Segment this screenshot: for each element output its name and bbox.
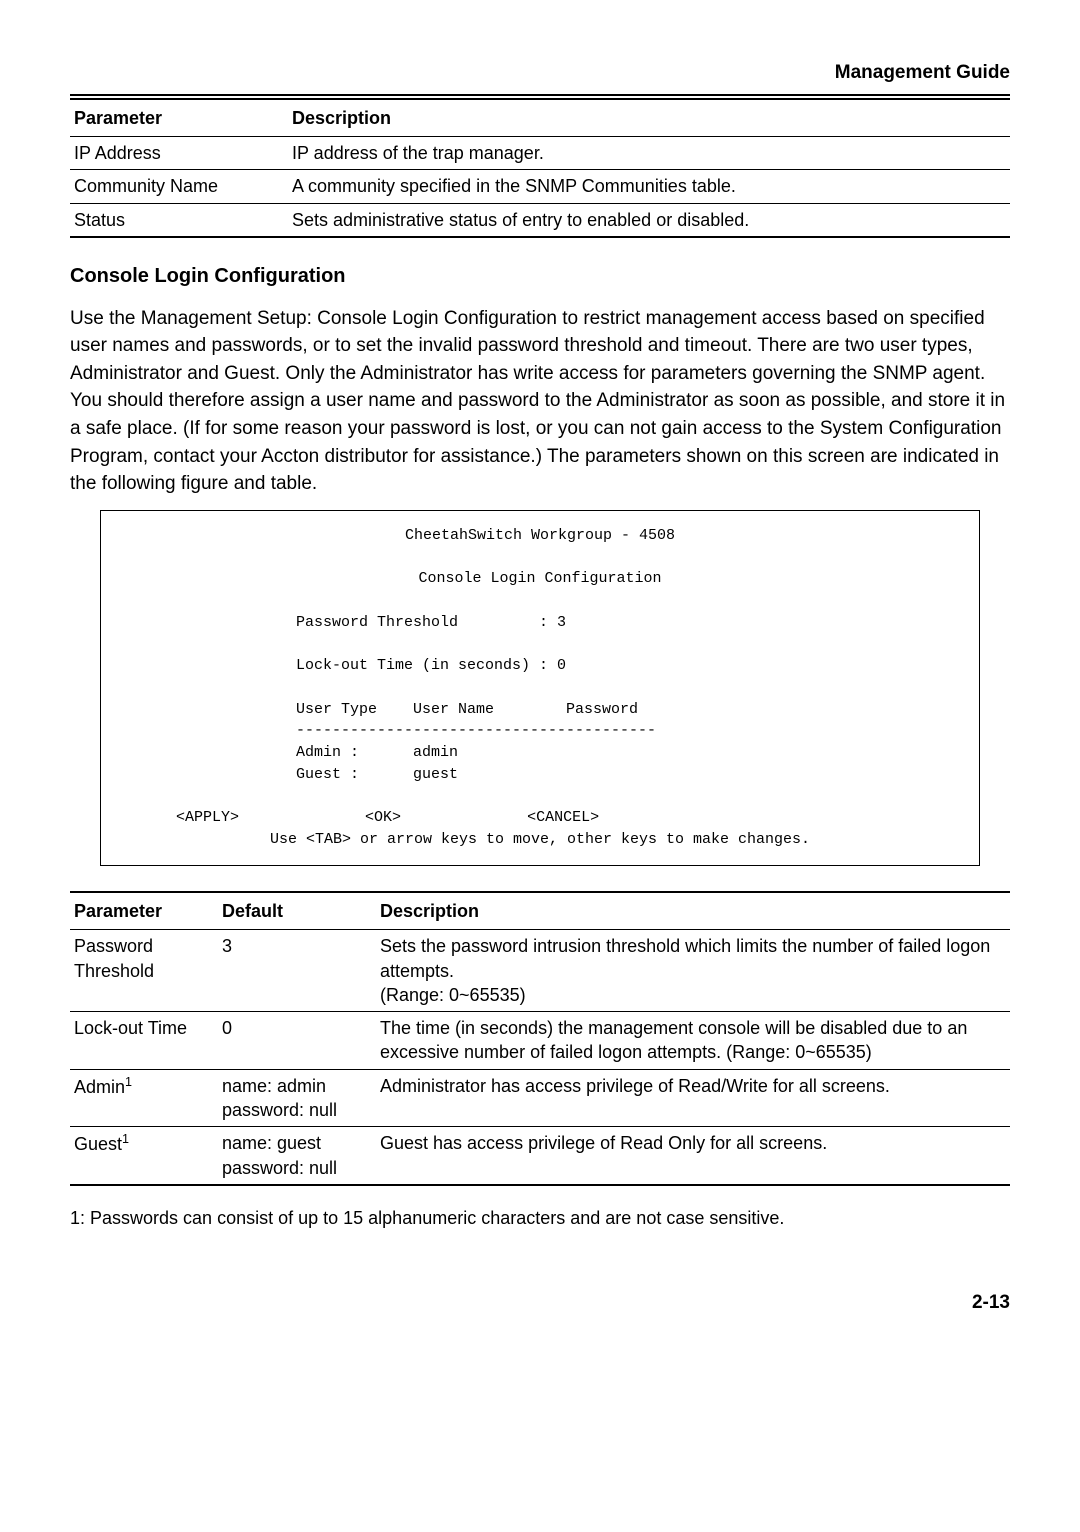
t1-r0c1: IP address of the trap manager. [288,136,1010,169]
t2-r1c0: Lock-out Time [70,1012,218,1070]
t1-r1c1: A community specified in the SNMP Commun… [288,170,1010,203]
page-number: 2-13 [70,1290,1010,1316]
t2-r3c2: Guest has access privilege of Read Only … [376,1127,1010,1185]
term-line2: Lock-out Time (in seconds) : 0 [131,655,949,677]
t2-r0c0: Password Threshold [70,930,218,1012]
t1-r1c0: Community Name [70,170,288,203]
t1-h1: Description [288,99,1010,137]
section-heading: Console Login Configuration [70,263,1010,290]
t1-r2c1: Sets administrative status of entry to e… [288,203,1010,237]
term-title: CheetahSwitch Workgroup - 4508 [131,525,949,547]
t2-r3c1: name: guestpassword: null [218,1127,376,1185]
t1-r2c0: Status [70,203,288,237]
t2-r2c2: Administrator has access privilege of Re… [376,1069,1010,1127]
terminal-screen: CheetahSwitch Workgroup - 4508 Console L… [100,510,980,866]
term-div: ---------------------------------------- [131,720,949,742]
term-buttons: <APPLY> <OK> <CANCEL> [131,807,949,829]
t2-r2c1: name: adminpassword: null [218,1069,376,1127]
term-help: Use <TAB> or arrow keys to move, other k… [131,829,949,851]
header-title: Management Guide [70,60,1010,86]
term-admin: Admin : admin [131,742,949,764]
login-params-table: Parameter Default Description Password T… [70,891,1010,1186]
t1-r0c0: IP Address [70,136,288,169]
t2-r3c0: Guest1 [70,1127,218,1185]
t2-r0c1: 3 [218,930,376,1012]
t2-r1c2: The time (in seconds) the management con… [376,1012,1010,1070]
t2-h2: Description [376,892,1010,930]
t2-r1c1: 0 [218,1012,376,1070]
term-line1: Password Threshold : 3 [131,612,949,634]
t2-h0: Parameter [70,892,218,930]
footnote: 1: Passwords can consist of up to 15 alp… [70,1206,1010,1230]
header-rule [70,94,1010,96]
term-subtitle: Console Login Configuration [131,568,949,590]
body-paragraph: Use the Management Setup: Console Login … [70,305,1010,498]
term-line3: User Type User Name Password [131,699,949,721]
t2-r0c2: Sets the password intrusion threshold wh… [376,930,1010,1012]
t2-h1: Default [218,892,376,930]
t2-r2c0: Admin1 [70,1069,218,1127]
t1-h0: Parameter [70,99,288,137]
trap-manager-table: Parameter Description IP Address IP addr… [70,98,1010,238]
term-guest: Guest : guest [131,764,949,786]
